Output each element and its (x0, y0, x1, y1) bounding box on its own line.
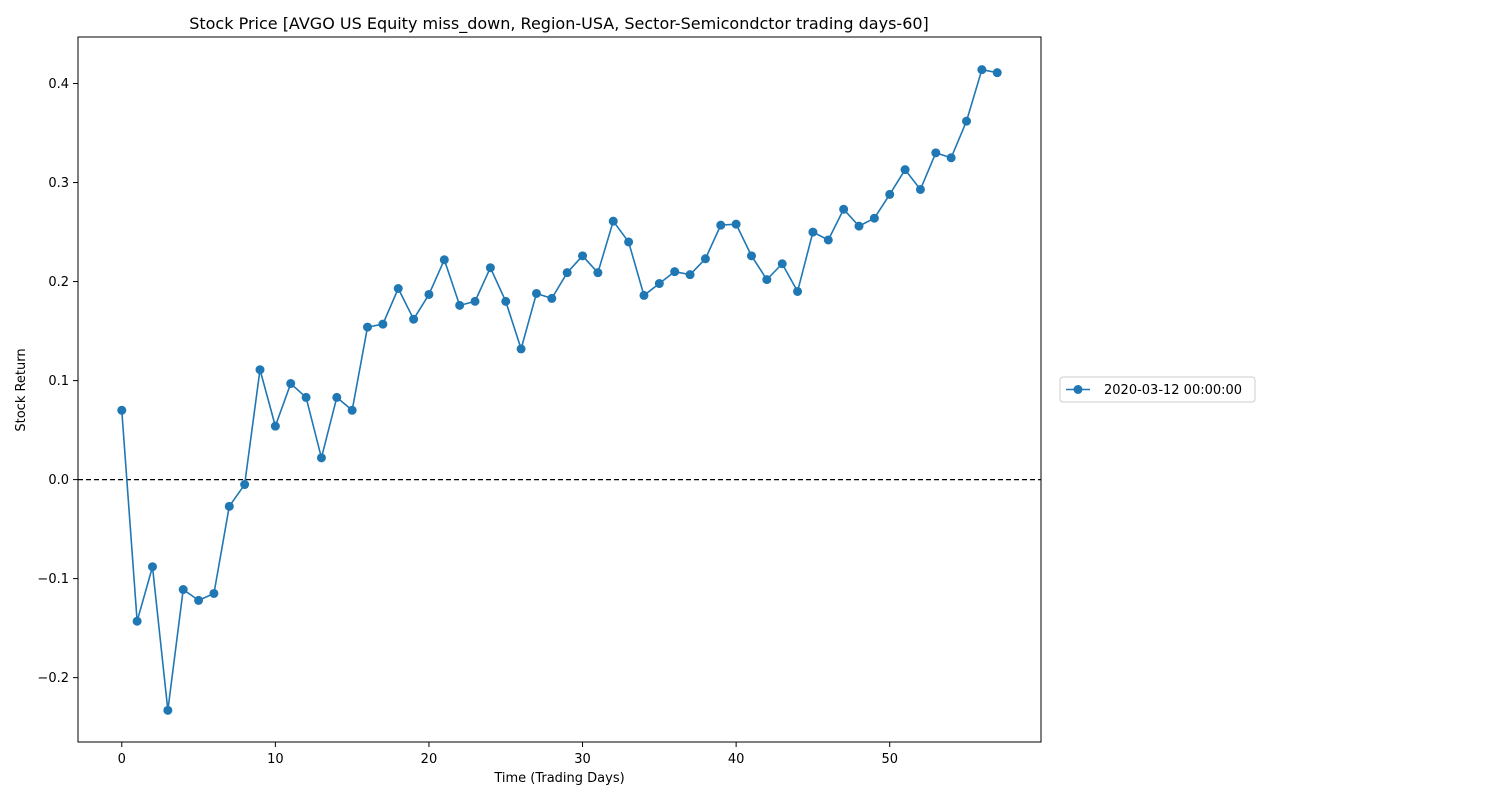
series-layer (117, 65, 1002, 715)
data-point (854, 221, 864, 231)
data-point (839, 204, 849, 214)
data-point (654, 279, 664, 289)
data-point (409, 314, 419, 324)
plot-area-frame (77, 36, 1042, 743)
legend: 2020-03-12 00:00:00 (1059, 376, 1256, 403)
data-point (700, 254, 710, 264)
data-point (194, 595, 204, 605)
data-point (332, 392, 342, 402)
data-point (224, 501, 234, 511)
data-point (931, 148, 941, 158)
x-tick-label: 20 (421, 752, 438, 767)
data-point (209, 588, 219, 598)
data-point (147, 562, 157, 572)
data-point (270, 421, 280, 431)
data-point (823, 235, 833, 245)
data-point (946, 153, 956, 163)
x-tick-label: 50 (881, 752, 898, 767)
data-point (992, 68, 1002, 78)
x-axis-ticks: 0 10 20 30 40 50 (118, 742, 898, 767)
data-point (547, 293, 557, 303)
data-point (424, 289, 434, 299)
data-point (624, 237, 634, 247)
data-point (793, 286, 803, 296)
data-point (347, 405, 357, 415)
data-point (777, 259, 787, 269)
data-point (439, 255, 449, 265)
y-tick-label: 0.0 (48, 473, 69, 488)
x-axis-label: Time (Trading Days) (493, 771, 624, 786)
legend-entry-label: 2020-03-12 00:00:00 (1104, 383, 1242, 398)
data-point (393, 284, 403, 294)
data-point (531, 288, 541, 298)
y-tick-label: −0.1 (37, 572, 69, 587)
data-point (117, 405, 127, 415)
data-point (470, 296, 480, 306)
legend-box (1059, 376, 1256, 403)
data-point (316, 453, 326, 463)
legend-marker-swatch (1073, 385, 1083, 394)
data-point (608, 216, 618, 226)
data-point (516, 344, 526, 354)
x-tick-label: 0 (118, 752, 126, 767)
data-point (562, 268, 572, 278)
data-point (455, 300, 465, 310)
data-point (808, 227, 818, 237)
data-point (132, 616, 142, 626)
y-tick-label: 0.2 (48, 275, 69, 290)
data-point (485, 263, 495, 273)
data-point (869, 213, 879, 223)
data-point (885, 189, 895, 199)
y-tick-label: 0.3 (48, 176, 69, 191)
data-point (178, 585, 188, 595)
data-point (977, 65, 987, 75)
data-point (670, 267, 680, 277)
chart-title: Stock Price [AVGO US Equity miss_down, R… (189, 14, 929, 34)
data-point (301, 392, 311, 402)
data-point (639, 290, 649, 300)
data-point (240, 480, 250, 490)
data-point (746, 251, 756, 261)
data-point (962, 116, 972, 126)
x-tick-label: 30 (574, 752, 591, 767)
data-point (716, 220, 726, 230)
data-point (255, 365, 265, 375)
y-axis-ticks: −0.2 −0.1 0.0 0.1 0.2 0.3 0.4 (37, 77, 78, 686)
data-point (762, 275, 772, 285)
data-point (685, 270, 695, 280)
data-point (593, 268, 603, 278)
y-tick-label: 0.4 (48, 77, 69, 92)
y-tick-label: −0.2 (37, 671, 69, 686)
y-tick-label: 0.1 (48, 374, 69, 389)
data-point (363, 322, 373, 332)
x-tick-label: 10 (267, 752, 284, 767)
data-point (915, 184, 925, 194)
data-point (501, 296, 511, 306)
series-line (120, 68, 998, 712)
data-point (900, 165, 910, 175)
data-point (578, 251, 588, 261)
data-point (286, 379, 296, 389)
data-point (378, 319, 388, 329)
data-point (731, 219, 741, 229)
y-axis-label: Stock Return (14, 348, 29, 431)
data-point (163, 705, 173, 715)
x-tick-label: 40 (728, 752, 745, 767)
